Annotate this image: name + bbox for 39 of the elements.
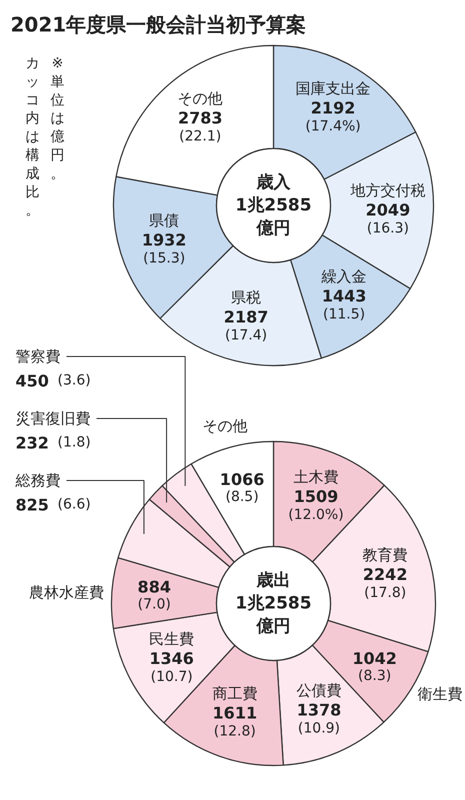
slice-label: 民生費 <box>149 630 194 648</box>
slice-label: 教育費 <box>362 546 408 564</box>
data-label: 232 (1.8) <box>16 434 91 452</box>
data-label: 2242 (17.8) <box>362 565 408 602</box>
data-label: 1346 (10.7) <box>149 648 194 685</box>
slice-label: 衛生費 <box>417 685 462 704</box>
data-label: 1509 (12.0%) <box>288 487 344 524</box>
data-label: 1611 (12.8) <box>212 703 258 740</box>
slice-label: 県税 <box>231 288 262 307</box>
slice-label: 災害復旧費 <box>16 410 90 428</box>
slice-label: 警察費 <box>16 348 60 366</box>
slice-label: その他 <box>178 90 223 108</box>
slice-label: 土木費 <box>293 468 338 486</box>
slice-label: その他 <box>202 416 248 435</box>
data-label: 1066 (8.5) <box>220 470 264 506</box>
data-label: 2049 (16.3) <box>366 200 410 236</box>
slice-label: 繰入金 <box>320 268 367 286</box>
slice-label: 公債費 <box>296 682 342 700</box>
text: ※単位は億円。 <box>50 56 64 182</box>
slice-label: 県債 <box>149 211 180 230</box>
data-label: 1042 (8.3) <box>352 649 397 684</box>
slice-label: 地方交付税 <box>349 182 426 200</box>
data-label: 1378 (10.9) <box>296 700 342 737</box>
data-label: 450 (3.6) <box>16 372 91 390</box>
data-label: 1443 (11.5) <box>322 286 366 323</box>
data-label: 2783 (22.1) <box>178 108 222 145</box>
data-label: 884 (7.0) <box>138 578 171 613</box>
data-label: 1932 (15.3) <box>142 230 186 266</box>
chart-title: 2021年度県一般会計当初予算案 <box>10 12 306 36</box>
text: 歳出 1兆2585 億円 <box>235 570 312 636</box>
text: 歳入 1兆2585 億円 <box>235 172 312 238</box>
data-label: 2187 (17.4) <box>224 308 268 344</box>
text: カッコ内は構成比。 <box>26 56 40 219</box>
slice-label: 商工費 <box>212 684 258 702</box>
slice-label: 農林水産費 <box>28 583 104 602</box>
data-label: 825 (6.6) <box>16 496 91 514</box>
data-label: 2192 (17.4%) <box>305 98 361 135</box>
slice-label: 国庫支出金 <box>296 80 371 98</box>
slice-label: 総務費 <box>14 472 60 490</box>
